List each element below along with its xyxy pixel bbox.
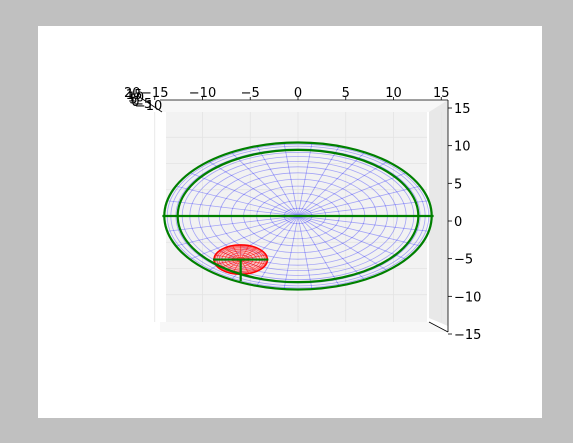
- large-sphere-meridian: [297, 200, 429, 217]
- y-tick-label: 10: [454, 140, 471, 155]
- y-tick-label: 0: [454, 215, 462, 230]
- x-tick-label: 10: [385, 86, 402, 101]
- large-sphere-meridian: [297, 215, 421, 247]
- large-sphere-meridian: [297, 215, 407, 260]
- z-tick-label: 15: [126, 88, 143, 103]
- z-tick-label: 0: [131, 95, 139, 110]
- top-pane: [160, 100, 448, 112]
- large-sphere-meridian: [167, 200, 299, 217]
- large-sphere-meridian: [283, 142, 299, 217]
- figure: −15 −10 −5 0 5 10 15 15 10 5 0 −5 −10 −15 20 15 10 5 0 −5 −1…: [38, 26, 542, 418]
- axes: −15 −10 −5 0 5 10 15151050−5−10−1520151050−5−1…: [124, 86, 481, 343]
- large-sphere-meridian: [208, 215, 299, 271]
- y-tick-label: −15: [454, 328, 481, 343]
- plot-canvas: −15 −10 −5 0 5 10 15151050−5−10−1520151050−5−1…: [124, 86, 481, 343]
- large-sphere-meridian: [189, 172, 299, 217]
- x-tick-label: −10: [189, 86, 216, 101]
- z-tick-label: 20: [124, 86, 141, 101]
- z-axis-line: [137, 95, 163, 113]
- large-sphere-meridian: [167, 215, 299, 232]
- large-sphere-meridian: [230, 215, 299, 280]
- large-sphere-meridian: [297, 142, 313, 217]
- bottom-pane: [160, 322, 448, 332]
- large-sphere-meridian: [297, 215, 340, 287]
- large-sphere-meridian: [297, 161, 388, 217]
- large-sphere-meridian: [297, 152, 366, 217]
- x-tick-label: 15: [433, 86, 450, 101]
- z-tick-label: 5: [129, 93, 137, 108]
- large-sphere-meridian: [297, 185, 421, 217]
- large-sphere-meridian: [256, 215, 299, 287]
- large-sphere-meridian: [283, 215, 299, 290]
- side-pane: [429, 100, 448, 326]
- large-sphere-meridian: [297, 172, 407, 217]
- x-tick-label: −15: [141, 86, 168, 101]
- large-sphere-meridian: [189, 215, 299, 260]
- axis-edge: [428, 321, 449, 333]
- large-sphere-meridian: [297, 215, 313, 290]
- large-sphere-meridian: [208, 161, 299, 217]
- large-sphere-meridian: [297, 145, 340, 217]
- green-lines: [162, 141, 434, 291]
- large-sphere-meridian: [256, 145, 299, 217]
- x-tick-label: −5: [241, 86, 260, 101]
- z-tick-label: 10: [128, 90, 145, 105]
- large-sphere-meridian: [175, 185, 299, 217]
- y-tick-label: 15: [454, 102, 471, 117]
- large-sphere-meridian: [297, 215, 429, 232]
- large-sphere-meridian: [297, 215, 388, 271]
- large-sphere-meridian: [230, 152, 299, 217]
- large-sphere-meridian: [175, 215, 299, 247]
- y-tick-label: −5: [454, 253, 473, 268]
- x-tick-label: 5: [342, 86, 350, 101]
- y-tick-label: 5: [454, 177, 462, 192]
- y-tick-label: −10: [454, 290, 481, 305]
- large-sphere-meridian: [297, 215, 366, 280]
- x-tick-label: 0: [294, 86, 302, 101]
- z-tick-label: −10: [135, 99, 162, 114]
- z-tick-label: −5: [133, 97, 152, 112]
